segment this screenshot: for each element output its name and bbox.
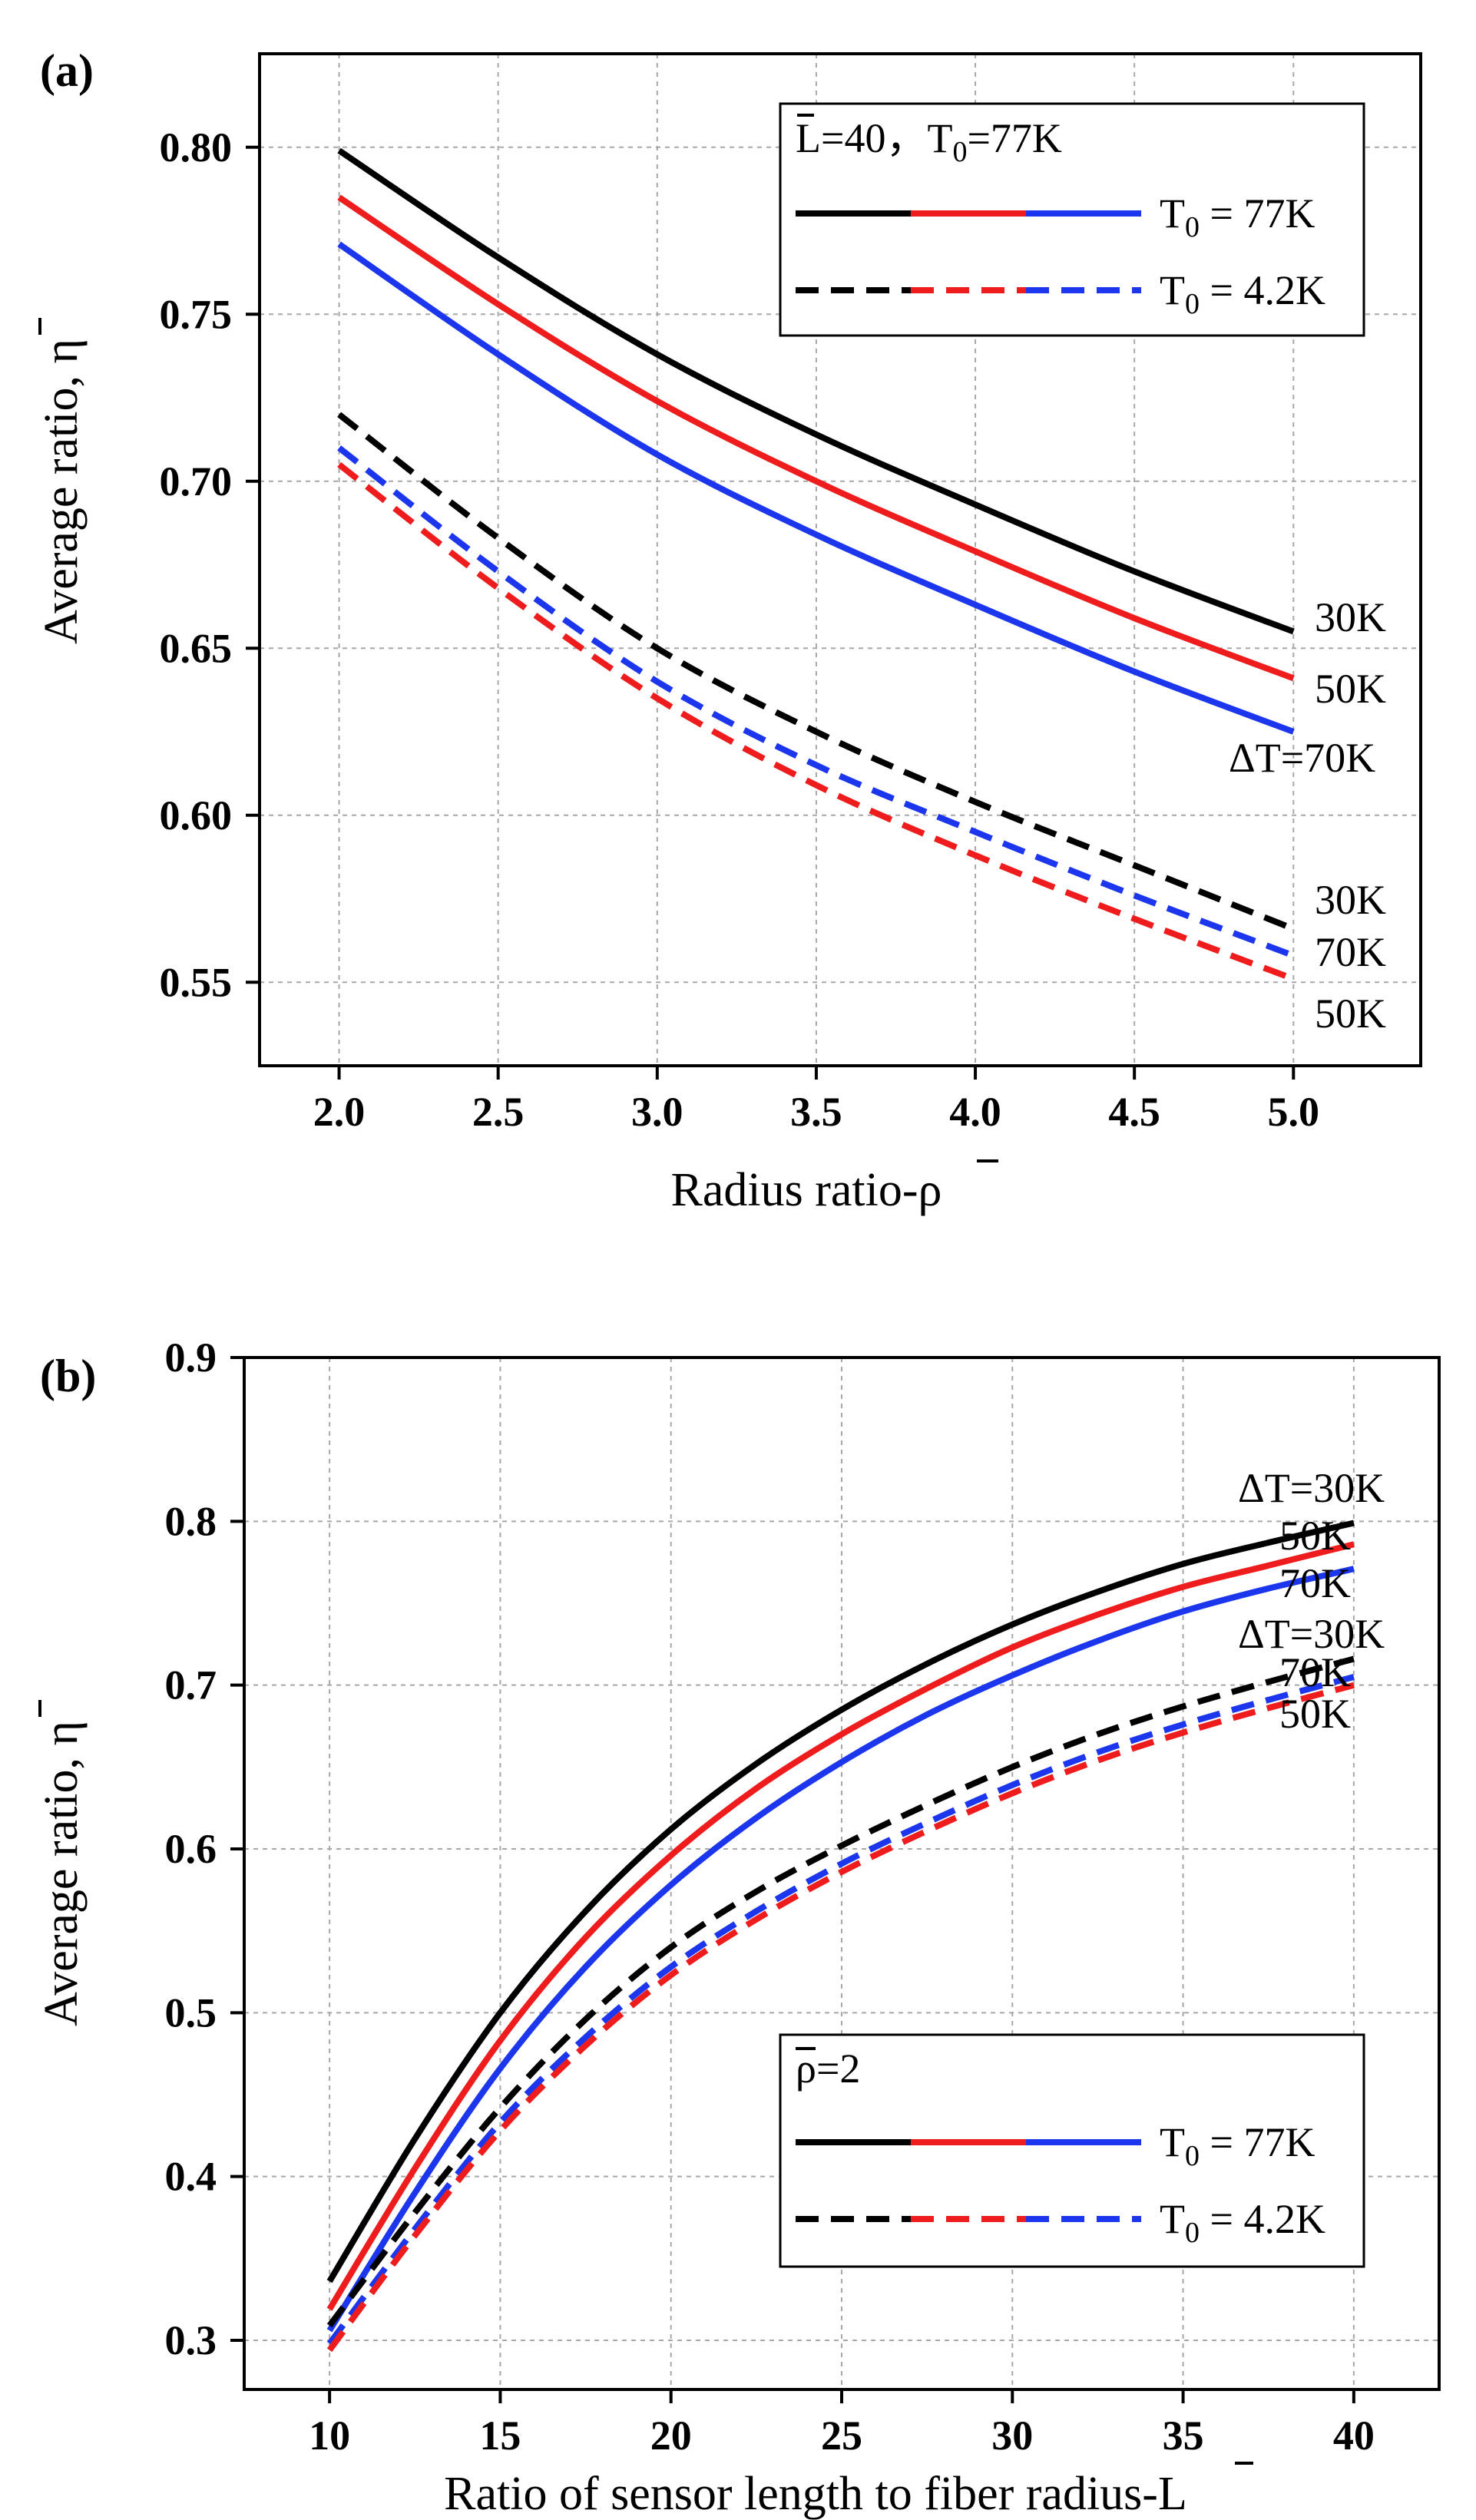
series-line bbox=[337, 461, 1295, 982]
panel-a-legend: L=40，T0=77K T0 = 77K T0 = 4.2K bbox=[779, 102, 1365, 337]
x-tick-label: 30 bbox=[991, 2413, 1033, 2459]
panel-a-x-axis-title: Radius ratio-ρ bbox=[671, 1164, 942, 1216]
x-tick-label: 10 bbox=[309, 2413, 350, 2459]
series-line bbox=[326, 1520, 1355, 2284]
x-tick-label: 25 bbox=[821, 2413, 862, 2459]
series-line bbox=[326, 1682, 1355, 2353]
x-tick-label: 15 bbox=[479, 2413, 521, 2459]
panel-b-annot-dash-50k: 50K bbox=[1279, 1691, 1351, 1737]
panel-a-ticks: 2.0 2.5 3.0 3.5 4.0 4.5 5.0 0.55 0.60 0.65 0.70 0.7… bbox=[160, 124, 1320, 1135]
panel-b-annot-solid-50k: 50K bbox=[1279, 1513, 1351, 1559]
panel-b-x-axis-title: Ratio of sensor length to fiber radius-L bbox=[444, 2468, 1187, 2520]
panel-b-y-axis-title: Average ratio, η bbox=[35, 1721, 88, 2026]
panel-a: (a) 2.0 2.5 3.0 3.5 4.0 4.5 5.0 0.55 0.60 0.65 0.7… bbox=[35, 45, 1422, 1216]
y-tick-label: 0.80 bbox=[160, 124, 233, 170]
x-tick-label: 5.0 bbox=[1268, 1089, 1320, 1135]
y-tick-label: 0.8 bbox=[165, 1498, 217, 1544]
panel-a-annot-solid-70k: ΔT=70K bbox=[1229, 735, 1375, 781]
x-tick-label: 3.0 bbox=[631, 1089, 683, 1135]
x-tick-label: 2.5 bbox=[472, 1089, 525, 1135]
panel-a-annot-solid-50k: 50K bbox=[1315, 666, 1386, 712]
y-tick-label: 0.9 bbox=[165, 1334, 217, 1381]
series-line bbox=[337, 241, 1295, 735]
panel-b-annot-dash-30k: ΔT=30K bbox=[1238, 1611, 1385, 1657]
panel-a-legend-entry-solid: T0 = 77K bbox=[1160, 190, 1315, 243]
panel-a-frame bbox=[258, 52, 1422, 1067]
panel-a-annot-dash-50k: 50K bbox=[1315, 990, 1386, 1037]
series-line bbox=[337, 445, 1295, 959]
panel-b-annot-dash-70k: 70K bbox=[1279, 1649, 1351, 1695]
x-tick-label: 2.0 bbox=[313, 1089, 366, 1135]
x-tick-label: 40 bbox=[1333, 2413, 1375, 2459]
panel-a-series bbox=[337, 147, 1295, 982]
y-tick-label: 0.75 bbox=[160, 291, 233, 337]
series-line bbox=[326, 1566, 1355, 2333]
panel-a-annot-dash-70k: 70K bbox=[1315, 929, 1386, 975]
panel-a-legend-header: L=40，T0=77K bbox=[796, 115, 1062, 168]
x-tick-label: 3.5 bbox=[790, 1089, 842, 1135]
panel-b-annot-solid-30k: ΔT=30K bbox=[1238, 1465, 1385, 1511]
y-tick-label: 0.60 bbox=[160, 792, 233, 838]
panel-b-ticks: 10 15 20 25 30 35 40 0.3 0.4 0.5 0.6 0.7 0.8 0.9 bbox=[165, 1334, 1375, 2459]
y-tick-label: 0.5 bbox=[165, 1989, 217, 2036]
panel-b-annot-solid-70k: 70K bbox=[1279, 1560, 1351, 1606]
y-tick-label: 0.55 bbox=[160, 959, 233, 1005]
y-tick-label: 0.3 bbox=[165, 2317, 217, 2363]
panel-b-legend-entry-solid: T0 = 77K bbox=[1160, 2119, 1315, 2172]
series-line bbox=[337, 412, 1295, 932]
panel-b-series bbox=[326, 1520, 1355, 2353]
x-tick-label: 20 bbox=[650, 2413, 692, 2459]
x-tick-label: 4.0 bbox=[949, 1089, 1001, 1135]
panel-b: (b) 10 15 20 25 30 35 400.30.40.50.60.70.80.9 … bbox=[35, 1334, 1441, 2520]
panel-b-legend-header: ρ=2 bbox=[796, 2045, 860, 2092]
panel-a-label: (a) bbox=[40, 45, 94, 96]
y-tick-label: 0.65 bbox=[160, 625, 233, 671]
panel-a-legend-entry-dashed: T0 = 4.2K bbox=[1160, 267, 1325, 320]
y-tick-label: 0.7 bbox=[165, 1662, 217, 1708]
panel-a-annot-dash-30k: 30K bbox=[1315, 877, 1386, 923]
x-tick-label: 4.5 bbox=[1108, 1089, 1160, 1135]
series-line bbox=[326, 1674, 1355, 2346]
panel-b-legend-content: ρ=2 T0 = 77K T0 = 4.2K bbox=[779, 2033, 1365, 2268]
series-line bbox=[337, 194, 1295, 682]
panel-a-y-axis-title: Average ratio, η bbox=[35, 339, 88, 644]
panel-a-annot-solid-30k: 30K bbox=[1315, 594, 1386, 640]
y-tick-label: 0.6 bbox=[165, 1826, 217, 1872]
panel-b-label: (b) bbox=[40, 1351, 96, 1401]
series-line bbox=[326, 1655, 1355, 2328]
y-tick-label: 0.4 bbox=[165, 2154, 217, 2200]
panel-b-legend-entry-dashed: T0 = 4.2K bbox=[1160, 2196, 1325, 2249]
y-tick-label: 0.70 bbox=[160, 458, 233, 504]
x-tick-label: 35 bbox=[1163, 2413, 1204, 2459]
series-line bbox=[337, 147, 1295, 635]
series-line bbox=[326, 1541, 1355, 2311]
